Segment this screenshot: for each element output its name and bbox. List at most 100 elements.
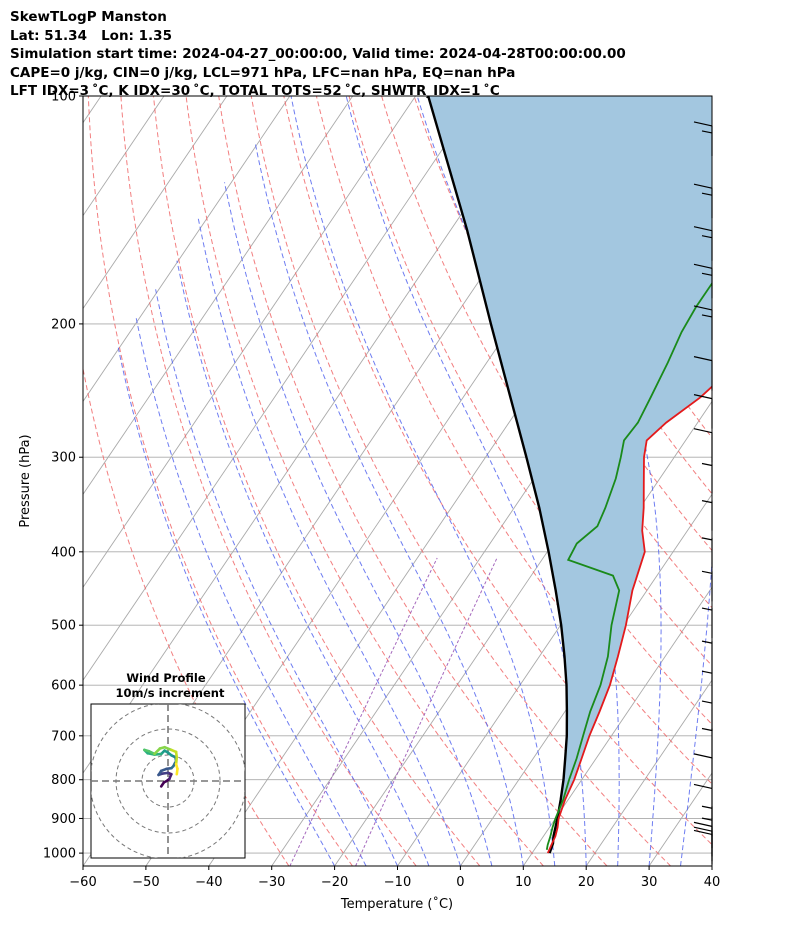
- y-tick-label: 400: [51, 545, 76, 560]
- x-tick-label: 30: [641, 875, 658, 890]
- mixing-ratio-line: [289, 557, 438, 866]
- temperature-line: [546, 385, 712, 854]
- axis-ticks: −60 −50 −40 −30 −20 −10 0 10 20 30 40 100 200 300 400 5…: [43, 90, 720, 891]
- y-tick-label: 600: [51, 679, 76, 694]
- mixing-ratio-line: [355, 557, 498, 866]
- wind-barb: [693, 121, 713, 156]
- hodograph-subtitle: 10m/s increment: [116, 686, 225, 700]
- dry-adiabat: [83, 366, 290, 866]
- wind-barb: [701, 500, 713, 531]
- wind-barb: [693, 183, 713, 219]
- x-tick-label: 0: [456, 875, 464, 890]
- dry-adiabat: [315, 96, 712, 785]
- wind-barb: [693, 783, 713, 819]
- chart-title-block: SkewTLogP Manston Lat: 51.34 Lon: 1.35 S…: [10, 8, 626, 101]
- dry-adiabat: [153, 96, 481, 866]
- dry-adiabat: [120, 96, 417, 866]
- y-tick-label: 500: [51, 619, 76, 634]
- dry-adiabat: [185, 96, 544, 866]
- dry-adiabat: [446, 96, 712, 552]
- x-tick-label: −20: [321, 875, 348, 890]
- dry-adiabat: [87, 96, 353, 866]
- y-tick-label: 800: [51, 773, 76, 788]
- x-axis-label: Temperature (˚C): [340, 896, 453, 912]
- dry-adiabat: [706, 96, 712, 105]
- hodograph-plot: [91, 704, 245, 858]
- isotherm-line: [83, 96, 354, 496]
- dewpoint-line: [545, 281, 712, 850]
- hodograph-segment: [175, 767, 179, 776]
- moist-adiabat: [254, 141, 524, 866]
- wind-barbs: [693, 121, 713, 865]
- moist-adiabat: [711, 862, 712, 866]
- dry-adiabat: [773, 96, 794, 866]
- y-tick-label: 200: [51, 317, 76, 332]
- wind-barb: [701, 570, 713, 602]
- dry-adiabat: [218, 96, 608, 866]
- wind-barb: [693, 428, 713, 463]
- wind-barb: [693, 356, 713, 391]
- isotherm-line: [460, 493, 712, 866]
- y-tick-label: 900: [51, 812, 76, 827]
- x-tick-label: −10: [384, 875, 411, 890]
- wind-barb: [701, 670, 713, 702]
- y-tick-label: 100: [51, 90, 76, 105]
- moist-adiabat: [197, 218, 461, 866]
- cape-cin-shading: [428, 96, 712, 854]
- moist-adiabat: [176, 260, 430, 866]
- moist-adiabat: [290, 96, 556, 866]
- hodograph-title: Wind Profile: [126, 671, 206, 685]
- isotherm-line: [522, 586, 712, 866]
- title-cape: CAPE=0 j/kg, CIN=0 j/kg, LCL=971 hPa, LF…: [10, 64, 516, 81]
- isotherm-line: [83, 96, 228, 310]
- dry-adiabat: [740, 96, 794, 866]
- wind-barb: [701, 537, 713, 568]
- moist-adiabat: [744, 96, 794, 866]
- title-indices: LFT IDX=3 ˚C, K IDX=30 ˚C, TOTAL TOTS=52…: [10, 83, 500, 99]
- x-tick-label: −60: [69, 875, 96, 890]
- wind-barb: [693, 305, 713, 340]
- dry-adiabat: [250, 96, 671, 866]
- wind-barb: [701, 640, 713, 672]
- wind-barb: [701, 462, 713, 494]
- title-station: SkewTLogP Manston: [10, 9, 167, 25]
- x-tick-label: −30: [258, 875, 285, 890]
- dry-adiabat: [283, 96, 712, 846]
- x-tick-label: 10: [515, 875, 532, 890]
- moist-adiabat: [224, 182, 493, 866]
- title-times: Simulation start time: 2024-04-27_00:00:…: [10, 46, 626, 62]
- wind-barb: [693, 753, 713, 788]
- y-tick-label: 700: [51, 729, 76, 744]
- y-tick-label: 1000: [43, 847, 76, 862]
- dry-adiabat: [348, 96, 712, 726]
- wind-barb: [701, 727, 713, 759]
- x-tick-label: 40: [704, 875, 721, 890]
- moist-adiabat: [117, 347, 336, 866]
- isotherm-line: [83, 96, 291, 403]
- isotherm-line: [397, 400, 712, 866]
- wind-barb: [701, 607, 713, 639]
- moist-adiabat: [345, 96, 587, 866]
- x-tick-label: 20: [578, 875, 595, 890]
- moist-adiabat: [155, 289, 398, 866]
- x-tick-label: −50: [132, 875, 159, 890]
- parcel-profile-line: [427, 96, 569, 854]
- x-tick-label: −40: [195, 875, 222, 890]
- y-tick-label: 300: [51, 451, 76, 466]
- wind-barb: [693, 829, 713, 865]
- wind-barb: [693, 263, 713, 299]
- wind-barb: [701, 700, 713, 732]
- hodograph-inset: Wind Profile 10m/s increment: [90, 671, 246, 859]
- isotherm-line: [711, 865, 712, 866]
- profile-lines: [427, 96, 712, 854]
- wind-barb: [701, 805, 713, 837]
- isotherm-line: [585, 679, 712, 866]
- moist-adiabat: [135, 315, 367, 866]
- wind-barb: [693, 394, 713, 429]
- isotherm-line: [83, 96, 479, 681]
- cin-shaded-area: [428, 96, 712, 854]
- wind-barb: [693, 226, 713, 261]
- y-axis-label: Pressure (hPa): [18, 434, 33, 527]
- title-latlon: Lat: 51.34 Lon: 1.35: [10, 27, 172, 44]
